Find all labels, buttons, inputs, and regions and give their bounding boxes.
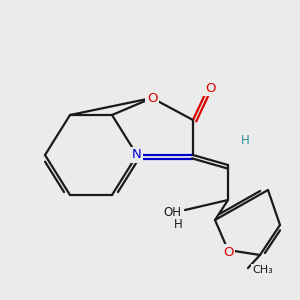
Text: OH: OH bbox=[163, 206, 181, 220]
Text: O: O bbox=[223, 245, 233, 259]
Text: H: H bbox=[174, 218, 182, 230]
Text: O: O bbox=[147, 92, 157, 104]
Text: H: H bbox=[241, 134, 249, 146]
Text: O: O bbox=[205, 82, 215, 94]
Text: N: N bbox=[132, 148, 142, 161]
Text: CH₃: CH₃ bbox=[252, 265, 273, 275]
